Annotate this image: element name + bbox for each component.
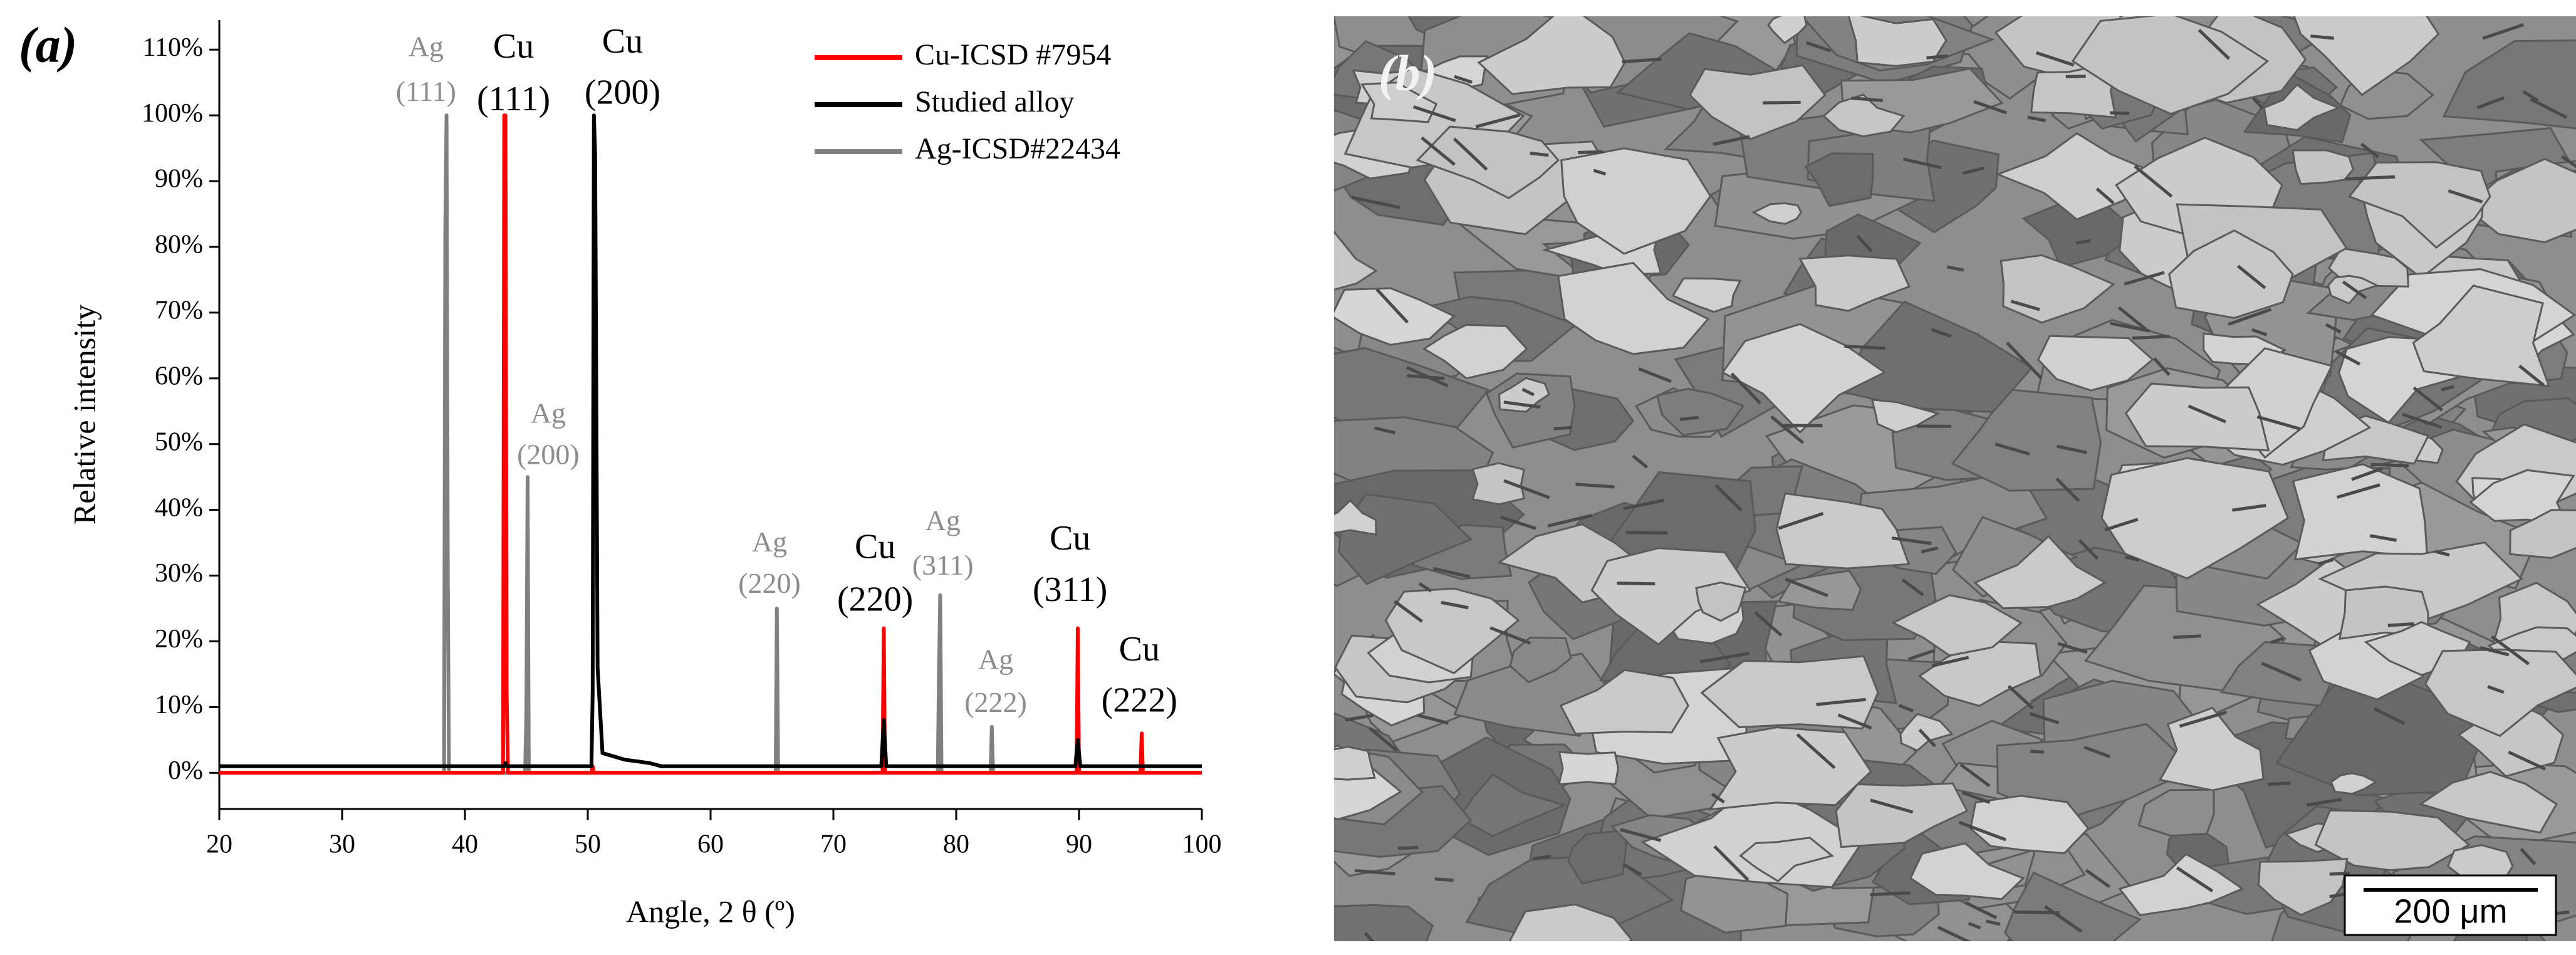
x-tick-label: 80 (943, 830, 969, 859)
y-tick-label: 0% (168, 756, 203, 785)
peak-annotation: Ag (926, 504, 961, 536)
twin-band (1927, 56, 1948, 58)
x-tick-label: 20 (206, 830, 232, 859)
peak-annotation: (222) (1102, 681, 1177, 719)
twin-band (2371, 464, 2409, 466)
twin-band (1680, 417, 1699, 419)
twin-band (2345, 177, 2395, 179)
peak-annotation: (311) (1033, 570, 1107, 609)
grain (1313, 905, 1433, 952)
peak-annotation: Cu (1119, 630, 1160, 669)
peak-annotation: (111) (396, 75, 456, 107)
grain (1559, 752, 1619, 785)
y-tick-label: 90% (155, 165, 203, 194)
peak-annotation: (111) (477, 80, 550, 118)
twin-band (2066, 76, 2086, 77)
y-tick-label: 70% (155, 296, 203, 325)
twin-band (2030, 751, 2044, 752)
y-axis-label: Relative intensity (66, 305, 102, 524)
peak-annotation: (220) (837, 580, 913, 619)
twin-band (2119, 7, 2145, 16)
y-tick-label: 80% (155, 231, 203, 259)
twin-band (2132, 337, 2170, 338)
peak-annotation: (222) (964, 686, 1027, 718)
legend-label: Ag-ICSD#22434 (915, 132, 1120, 165)
y-tick-label: 10% (155, 691, 203, 719)
twin-band (2310, 36, 2334, 38)
micrograph: (b) 200 μm (1256, 0, 2576, 952)
legend-label: Studied alloy (915, 85, 1075, 118)
peak-annotation: Ag (531, 397, 566, 429)
x-axis-label: Angle, 2 θ (º) (626, 894, 795, 929)
y-tick-label: 60% (155, 362, 203, 390)
peak-annotation: Cu (855, 527, 895, 566)
panel-label: (a) (19, 18, 77, 73)
twin-band (2388, 624, 2414, 626)
peak-annotation: (220) (738, 567, 801, 599)
twin-band (2268, 783, 2291, 785)
x-tick-label: 70 (820, 830, 847, 859)
y-tick-label: 40% (155, 493, 203, 522)
peak-annotation: Cu (1050, 519, 1090, 558)
scale-bar-label: 200 μm (2394, 892, 2507, 930)
grain (2293, 150, 2353, 184)
series-line (219, 115, 1202, 773)
x-tick-label: 40 (452, 830, 478, 859)
grain (2126, 384, 2269, 451)
twin-band (2173, 636, 2201, 637)
legend-label: Cu-ICSD #7954 (915, 38, 1111, 71)
y-tick-label: 20% (155, 625, 203, 654)
twin-band (1870, 893, 1910, 895)
twin-band (1530, 154, 1549, 155)
y-tick-label: 100% (142, 99, 203, 128)
series-line (219, 115, 1202, 773)
grain (1320, 747, 1374, 780)
peak-annotation: Ag (409, 31, 444, 63)
peak-annotation: Cu (602, 22, 643, 61)
peak-annotation: (311) (912, 549, 974, 581)
peak-annotation: (200) (517, 439, 580, 471)
y-tick-label: 50% (155, 427, 203, 456)
x-tick-label: 100 (1182, 830, 1222, 859)
twin-band (1844, 347, 1885, 348)
panel-label: (b) (1379, 46, 1437, 101)
y-tick-label: 110% (143, 33, 203, 62)
twin-band (1617, 583, 1656, 584)
x-tick-label: 60 (697, 830, 724, 859)
x-tick-label: 30 (329, 830, 355, 859)
y-tick-label: 30% (155, 559, 203, 588)
series-line (219, 115, 1202, 766)
peak-annotation: Ag (752, 526, 787, 558)
x-tick-label: 90 (1066, 830, 1092, 859)
twin-band (1763, 102, 1801, 103)
peak-annotation: Cu (493, 27, 534, 66)
peak-annotation: Ag (978, 643, 1013, 675)
peak-annotation: (200) (585, 73, 660, 112)
x-tick-label: 50 (575, 830, 601, 859)
twin-band (1435, 879, 1454, 880)
twin-band (1553, 427, 1572, 429)
twin-band (1398, 847, 1418, 848)
